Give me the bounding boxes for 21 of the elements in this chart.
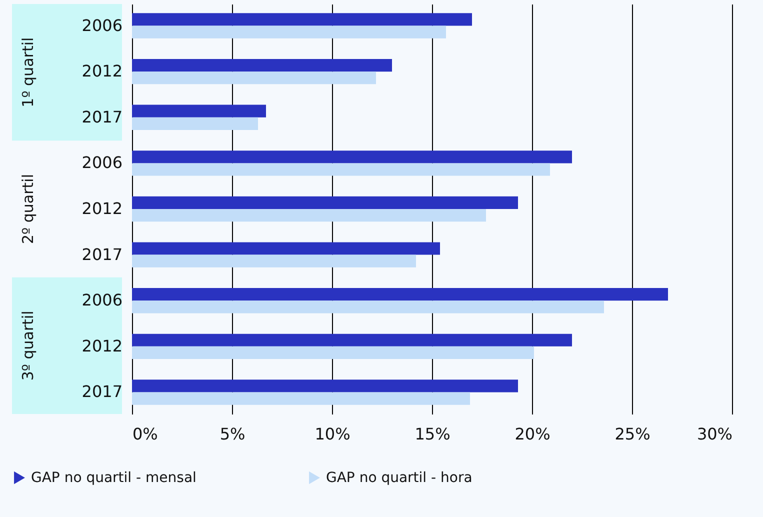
text: 1º quartil: [19, 37, 37, 108]
y-tick-label: 2017: [82, 382, 122, 402]
x-tick-label: 5%: [220, 424, 246, 444]
x-tick-label: 15%: [414, 424, 450, 444]
y-tick-label: 2006: [82, 153, 122, 172]
y-tick-label: 2012: [82, 199, 122, 218]
x-tick-label: 25%: [614, 424, 650, 444]
y-tick-label: 2017: [82, 244, 122, 264]
legend-label: GAP no quartil - hora: [326, 470, 472, 486]
x-tick-label: 20%: [514, 424, 550, 444]
y-tick-label: 2017: [82, 107, 122, 126]
x-tick-label: 30%: [696, 424, 732, 444]
x-tick-label: 0%: [132, 424, 158, 444]
y-tick-label: 2006: [82, 16, 122, 35]
y-tick-label: 2012: [82, 336, 122, 356]
legend-label: GAP no quartil - mensal: [31, 470, 196, 486]
text: 3º quartil: [19, 310, 37, 381]
y-tick-label: 2006: [82, 290, 122, 310]
text: 2º quartil: [19, 174, 37, 244]
x-tick-label: 10%: [314, 424, 350, 444]
y-tick-label: 2012: [82, 62, 122, 81]
